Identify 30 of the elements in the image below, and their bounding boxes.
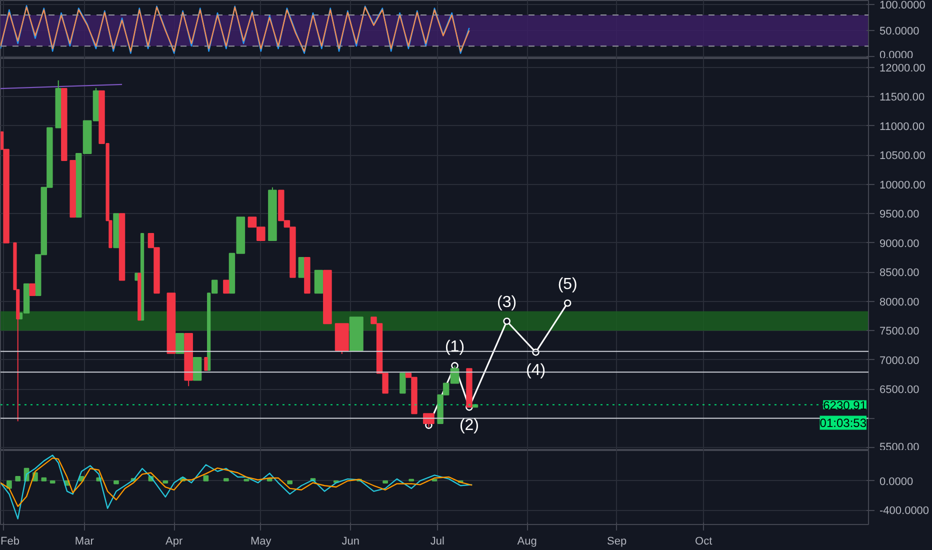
y-tick-label: 7000.00 (880, 354, 920, 367)
x-tick-label: Aug (517, 536, 537, 548)
annotation: (2) (459, 417, 480, 434)
x-tick-label: Mar (74, 536, 94, 548)
y-tick-label: 0.0000 (880, 476, 914, 488)
annotation: (3) (497, 294, 517, 312)
y-tick-label: 12000.00 (880, 62, 926, 75)
y-tick-label: 6500.00 (880, 384, 920, 396)
y-tick-label: 100.0000 (880, 0, 926, 12)
annotation: (5) (558, 276, 578, 294)
annotation: 01:03:53 (820, 416, 867, 430)
x-tick-label: Feb (0, 536, 20, 548)
y-tick-label: 10500.00 (880, 150, 926, 162)
x-tick-label: Jul (430, 536, 444, 548)
y-tick-label: 8000.00 (880, 296, 920, 308)
y-tick-label: 10000.00 (880, 179, 926, 192)
y-tick-label: 11000.00 (880, 120, 925, 133)
ref-line-label: 6230.91 (823, 398, 867, 412)
x-tick-label: Jun (342, 536, 360, 548)
y-tick-label: 9000.00 (880, 238, 920, 250)
x-tick-label: May (250, 536, 272, 548)
x-tick-label: Oct (695, 536, 712, 548)
x-tick-label: Apr (166, 536, 183, 548)
y-tick-label: 9500.00 (880, 208, 920, 221)
y-tick-label: 11500.00 (880, 92, 925, 104)
y-tick-label: -400.0000 (880, 505, 930, 518)
y-tick-label: 8500.00 (880, 267, 920, 280)
y-tick-label: 7500.00 (880, 326, 920, 338)
y-tick-label: 50.0000 (880, 26, 920, 38)
x-tick-label: Sep (606, 536, 627, 548)
